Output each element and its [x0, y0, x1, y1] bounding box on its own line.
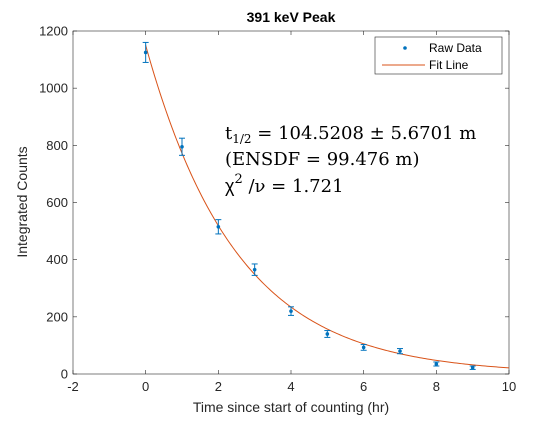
data-point-group [397, 348, 403, 355]
chi-value: /ν = 1.721 [243, 176, 344, 197]
y-tick-label: 600 [46, 195, 68, 210]
y-tick-label: 800 [46, 138, 68, 153]
data-point-group [251, 263, 258, 276]
data-point-group [360, 344, 367, 351]
data-point-group [215, 219, 222, 235]
y-tick-label: 200 [46, 309, 68, 324]
plot-area [72, 30, 510, 375]
data-point [470, 365, 475, 370]
chart-title: 391 keV Peak [247, 9, 336, 25]
legend: Raw Data Fit Line [374, 36, 503, 75]
y-tick-label: 1200 [39, 24, 68, 39]
data-point-group [324, 330, 331, 338]
chi-symbol: χ [225, 176, 235, 196]
ensdf-annotation: (ENSDF = 99.476 m) [225, 149, 419, 170]
half-life-t: t [225, 123, 233, 144]
x-tick-label: 8 [433, 379, 440, 394]
half-life-value: = 104.5208 ± 5.6701 m [252, 123, 477, 144]
data-point-group [142, 41, 149, 63]
fit-line-layer [145, 45, 510, 369]
legend-box [374, 36, 503, 75]
x-tick-label: 0 [142, 379, 149, 394]
y-tick-label: 1000 [39, 81, 68, 96]
data-point [398, 349, 402, 353]
data-point-group [288, 306, 294, 316]
data-point [216, 224, 221, 229]
fit-line [145, 45, 510, 369]
data-point [325, 332, 330, 336]
x-tick-label: 4 [287, 379, 294, 394]
y-tick-label: 0 [61, 367, 68, 382]
y-axis-title: Integrated Counts [14, 146, 30, 257]
x-tick-label: 10 [502, 379, 516, 394]
data-point [143, 50, 148, 55]
data-point [361, 345, 366, 350]
chi-superscript: 2 [234, 172, 242, 187]
y-tick-label: 400 [46, 252, 68, 267]
legend-label-fit-line: Fit Line [429, 58, 469, 72]
chi-squared-annotation: χ2 /ν = 1.721 [225, 172, 344, 197]
x-tick-label: -2 [67, 379, 79, 394]
data-point [434, 362, 439, 366]
x-tick-label: 2 [215, 379, 222, 394]
data-point [180, 144, 184, 149]
half-life-annotation: t1/2 = 104.5208 ± 5.6701 m [225, 123, 476, 146]
data-point [252, 267, 257, 272]
data-point [289, 309, 293, 313]
x-tick-label: 6 [360, 379, 367, 394]
data-point-group [433, 361, 440, 367]
legend-label-raw-data: Raw Data [429, 41, 482, 55]
data-point-group [179, 137, 185, 156]
half-life-subscript: 1/2 [232, 132, 251, 146]
data-point-group [469, 365, 476, 370]
x-axis-title: Time since start of counting (hr) [193, 399, 389, 415]
legend-marker-raw-data [403, 46, 407, 50]
data-points-layer [142, 41, 476, 370]
